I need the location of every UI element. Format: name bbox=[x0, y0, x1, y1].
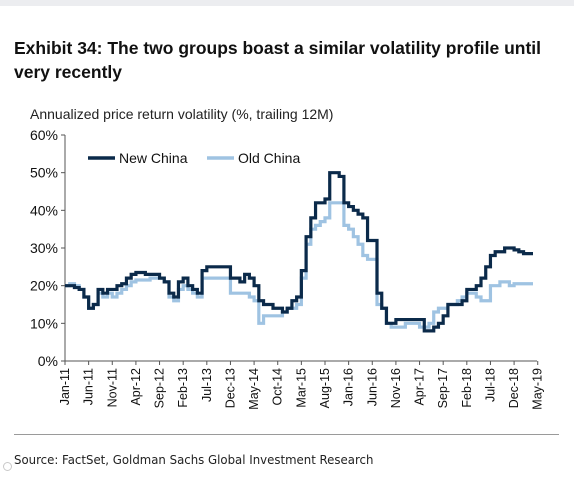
x-tick-label: Jul-13 bbox=[200, 368, 214, 402]
x-tick-label: Feb-18 bbox=[460, 368, 474, 408]
y-tick-label: 10% bbox=[30, 315, 58, 331]
y-tick-label: 40% bbox=[30, 202, 58, 218]
x-tick-label: May-19 bbox=[531, 368, 545, 410]
x-tick-label: Jun-11 bbox=[82, 368, 96, 405]
x-tick-label: Feb-13 bbox=[176, 368, 190, 408]
series-line-old-china bbox=[65, 201, 533, 329]
x-tick-label: May-14 bbox=[247, 368, 261, 410]
legend-label: Old China bbox=[238, 150, 300, 166]
chart-title: Exhibit 34: The two groups boast a simil… bbox=[14, 38, 542, 82]
y-tick-label: 30% bbox=[30, 240, 58, 256]
x-tick-label: Nov-16 bbox=[389, 368, 403, 408]
series-line-new-china bbox=[65, 171, 533, 333]
x-tick-label: Dec-18 bbox=[507, 368, 521, 408]
x-tick-label: Sep-12 bbox=[153, 368, 167, 408]
source-note: Source: FactSet, Goldman Sachs Global In… bbox=[14, 452, 374, 467]
x-tick-label: Apr-12 bbox=[129, 368, 143, 406]
y-tick-label: 50% bbox=[30, 165, 58, 181]
y-tick-label: 60% bbox=[30, 127, 58, 143]
y-tick-label: 0% bbox=[38, 353, 58, 369]
x-tick-label: Oct-14 bbox=[271, 368, 285, 406]
top-bar bbox=[0, 0, 574, 6]
source-divider bbox=[14, 434, 559, 435]
x-tick-label: Jul-18 bbox=[483, 368, 497, 402]
x-tick-label: Jan-11 bbox=[58, 368, 72, 405]
x-tick-label: Sep-17 bbox=[436, 368, 450, 408]
y-axis-label: Annualized price return volatility (%, t… bbox=[30, 106, 334, 122]
legend-label: New China bbox=[119, 150, 188, 166]
x-tick-label: Jun-16 bbox=[365, 368, 379, 406]
x-tick-label: Aug-15 bbox=[318, 368, 332, 408]
x-tick-label: Apr-17 bbox=[413, 368, 427, 406]
y-tick-label: 20% bbox=[30, 278, 58, 294]
x-tick-label: Dec-13 bbox=[223, 368, 237, 408]
watermark-icon bbox=[3, 462, 12, 471]
x-tick-label: Nov-11 bbox=[105, 368, 119, 407]
x-tick-label: Jan-16 bbox=[342, 368, 356, 406]
x-tick-label: Mar-15 bbox=[294, 368, 308, 408]
